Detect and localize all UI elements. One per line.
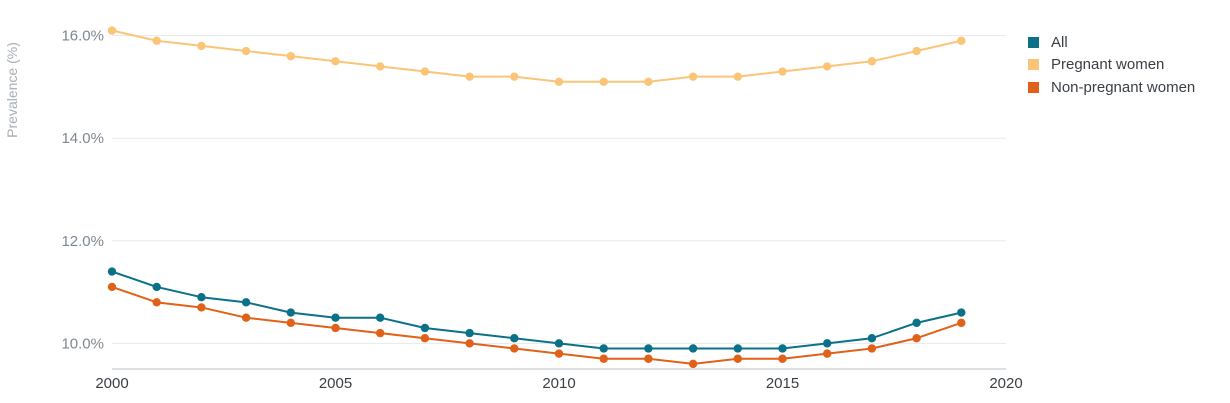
axes: 10.0% 12.0% 14.0% 16.0% 2000 2005 2010 2015 2020	[61, 28, 1022, 392]
data-point[interactable]	[420, 334, 430, 343]
legend-label: Pregnant women	[1051, 56, 1165, 74]
x-tick-label: 2005	[319, 375, 352, 392]
data-point[interactable]	[420, 323, 430, 333]
x-tick-label: 2010	[542, 375, 575, 392]
data-point[interactable]	[957, 308, 966, 317]
y-tick-label: 14.0%	[61, 130, 104, 147]
data-point[interactable]	[286, 308, 295, 317]
data-point[interactable]	[867, 334, 877, 343]
data-point[interactable]	[644, 354, 653, 363]
data-point[interactable]	[510, 72, 519, 81]
data-point[interactable]	[241, 298, 251, 307]
data-point[interactable]	[107, 282, 117, 292]
legend-label: Non-pregnant women	[1051, 78, 1196, 96]
data-point[interactable]	[420, 67, 430, 76]
data-point[interactable]	[957, 36, 966, 45]
y-axis-title: Prevalence (%)	[4, 42, 20, 138]
data-point[interactable]	[733, 344, 742, 353]
data-point[interactable]	[778, 67, 787, 76]
data-point[interactable]	[554, 77, 564, 87]
data-point[interactable]	[554, 339, 564, 348]
data-point[interactable]	[823, 349, 832, 358]
legend-item[interactable]: All	[1028, 31, 1195, 54]
data-point[interactable]	[152, 282, 161, 292]
data-point[interactable]	[599, 354, 608, 363]
data-point[interactable]	[107, 26, 117, 35]
data-point[interactable]	[510, 334, 519, 343]
data-point[interactable]	[778, 344, 787, 353]
x-tick-label: 2020	[989, 375, 1022, 392]
data-point[interactable]	[867, 344, 877, 353]
legend-item[interactable]: Pregnant women	[1028, 54, 1195, 77]
data-point[interactable]	[331, 323, 340, 333]
series-line-pregnant-women	[111, 29, 962, 83]
data-point[interactable]	[465, 339, 474, 348]
x-tick-label: 2015	[766, 375, 799, 392]
data-point[interactable]	[510, 344, 519, 353]
series-layer	[107, 26, 966, 369]
y-tick-label: 10.0%	[61, 335, 104, 352]
data-point[interactable]	[376, 328, 385, 338]
data-point[interactable]	[778, 354, 787, 363]
legend-swatch	[1028, 36, 1039, 48]
data-point[interactable]	[152, 36, 161, 45]
x-tick-label: 2000	[95, 375, 128, 392]
data-point[interactable]	[152, 298, 161, 307]
data-point[interactable]	[733, 354, 742, 363]
data-point[interactable]	[912, 318, 921, 328]
data-point[interactable]	[465, 72, 474, 81]
data-point[interactable]	[733, 72, 742, 81]
data-point[interactable]	[688, 344, 698, 353]
series-pregnant-women	[107, 26, 966, 87]
y-tick-label: 12.0%	[61, 233, 104, 250]
data-point[interactable]	[331, 313, 340, 322]
data-point[interactable]	[599, 344, 608, 353]
series-all	[107, 267, 966, 353]
legend-swatch	[1028, 59, 1039, 71]
data-point[interactable]	[241, 313, 251, 322]
data-point[interactable]	[823, 339, 832, 348]
data-point[interactable]	[197, 303, 206, 312]
data-point[interactable]	[688, 359, 698, 369]
data-point[interactable]	[912, 46, 921, 56]
data-point[interactable]	[197, 41, 206, 51]
data-point[interactable]	[823, 62, 832, 71]
legend: All Pregnant women Non-pregnant women	[1028, 31, 1195, 99]
data-point[interactable]	[376, 62, 385, 71]
data-point[interactable]	[644, 344, 653, 353]
data-point[interactable]	[688, 72, 698, 81]
data-point[interactable]	[912, 334, 921, 343]
series-non-pregnant-women	[107, 282, 966, 369]
series-line-all	[111, 270, 962, 350]
series-line-non-pregnant-women	[111, 285, 962, 365]
data-point[interactable]	[599, 77, 608, 87]
data-point[interactable]	[286, 318, 295, 328]
y-tick-label: 16.0%	[61, 28, 104, 45]
data-point[interactable]	[554, 349, 564, 358]
data-point[interactable]	[331, 57, 340, 66]
legend-swatch	[1028, 81, 1039, 93]
data-point[interactable]	[867, 57, 877, 66]
data-point[interactable]	[376, 313, 385, 322]
data-point[interactable]	[241, 46, 251, 56]
data-point[interactable]	[197, 293, 206, 302]
legend-label: All	[1051, 33, 1068, 51]
data-point[interactable]	[286, 51, 295, 61]
data-point[interactable]	[465, 328, 474, 338]
data-point[interactable]	[957, 318, 966, 328]
data-point[interactable]	[644, 77, 653, 87]
data-point[interactable]	[107, 267, 117, 276]
legend-item[interactable]: Non-pregnant women	[1028, 76, 1195, 99]
